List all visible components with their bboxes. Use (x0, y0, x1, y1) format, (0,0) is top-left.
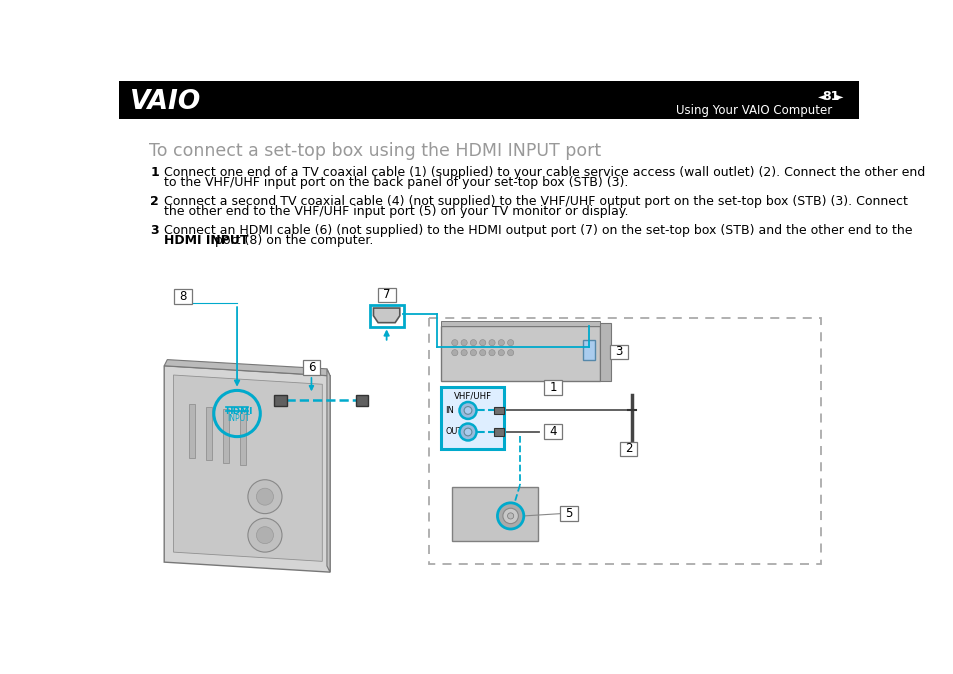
FancyBboxPatch shape (544, 380, 561, 395)
Text: ◄: ◄ (817, 91, 824, 101)
Polygon shape (373, 308, 399, 323)
Circle shape (488, 350, 495, 356)
Circle shape (502, 508, 517, 524)
FancyBboxPatch shape (452, 487, 537, 541)
FancyBboxPatch shape (559, 506, 578, 521)
Text: Connect a second TV coaxial cable (4) (not supplied) to the VHF/UHF output port : Connect a second TV coaxial cable (4) (n… (164, 195, 907, 208)
FancyBboxPatch shape (274, 395, 286, 406)
Circle shape (459, 423, 476, 441)
Circle shape (497, 350, 504, 356)
Text: HDMI: HDMI (225, 406, 253, 416)
Text: 1: 1 (150, 166, 159, 179)
Text: IN: IN (445, 406, 454, 415)
Circle shape (256, 526, 274, 544)
FancyBboxPatch shape (544, 424, 561, 439)
Text: 2: 2 (150, 195, 159, 208)
Circle shape (507, 513, 513, 519)
Circle shape (507, 340, 513, 346)
Circle shape (479, 340, 485, 346)
Text: Using Your VAIO Computer: Using Your VAIO Computer (676, 104, 831, 117)
Text: Connect an HDMI cable (6) (not supplied) to the HDMI output port (7) on the set-: Connect an HDMI cable (6) (not supplied)… (164, 224, 912, 237)
Circle shape (464, 406, 472, 415)
Text: 1: 1 (549, 381, 557, 394)
FancyBboxPatch shape (173, 289, 192, 304)
Text: INPUT: INPUT (227, 415, 250, 423)
FancyBboxPatch shape (610, 344, 627, 359)
Bar (119, 81, 858, 119)
Polygon shape (240, 411, 246, 465)
FancyBboxPatch shape (440, 388, 504, 449)
Polygon shape (189, 404, 195, 458)
Circle shape (507, 350, 513, 356)
Text: To connect a set-top box using the HDMI INPUT port: To connect a set-top box using the HDMI … (149, 142, 600, 160)
Circle shape (479, 350, 485, 356)
Circle shape (497, 340, 504, 346)
Text: 3: 3 (150, 224, 159, 237)
Circle shape (460, 350, 467, 356)
Polygon shape (327, 369, 330, 572)
Circle shape (464, 428, 472, 436)
Polygon shape (206, 406, 212, 460)
Text: 4: 4 (549, 425, 557, 437)
FancyBboxPatch shape (493, 406, 504, 415)
Polygon shape (223, 409, 229, 463)
Text: port (8) on the computer.: port (8) on the computer. (211, 235, 373, 247)
Text: to the VHF/UHF input port on the back panel of your set-top box (STB) (3).: to the VHF/UHF input port on the back pa… (164, 176, 628, 189)
Polygon shape (173, 375, 322, 561)
FancyBboxPatch shape (582, 340, 595, 360)
Text: HDMI INPUT: HDMI INPUT (164, 235, 249, 247)
Polygon shape (440, 321, 599, 326)
Circle shape (452, 340, 457, 346)
Text: 6: 6 (308, 361, 314, 374)
Text: 2: 2 (624, 442, 632, 456)
Polygon shape (164, 366, 330, 572)
Text: Connect one end of a TV coaxial cable (1) (supplied) to your cable service acces: Connect one end of a TV coaxial cable (1… (164, 166, 924, 179)
FancyBboxPatch shape (302, 360, 320, 375)
Text: 5: 5 (564, 507, 572, 520)
Polygon shape (164, 360, 330, 376)
FancyBboxPatch shape (618, 441, 637, 456)
FancyBboxPatch shape (599, 324, 610, 381)
Text: VHF/UHF: VHF/UHF (453, 392, 491, 400)
Circle shape (248, 480, 282, 514)
Text: VAIO: VAIO (130, 90, 201, 115)
Circle shape (497, 503, 523, 529)
Text: ►: ► (836, 91, 842, 101)
Circle shape (470, 340, 476, 346)
Circle shape (452, 350, 457, 356)
FancyBboxPatch shape (493, 428, 504, 436)
Circle shape (459, 402, 476, 419)
Text: 8: 8 (179, 290, 186, 303)
Text: OUT: OUT (445, 427, 462, 437)
Circle shape (460, 340, 467, 346)
Text: the other end to the VHF/UHF input port (5) on your TV monitor or display.: the other end to the VHF/UHF input port … (164, 206, 628, 218)
Text: 7: 7 (382, 288, 390, 301)
Circle shape (248, 518, 282, 552)
Text: 3: 3 (615, 345, 622, 359)
Text: 81: 81 (821, 90, 839, 102)
FancyBboxPatch shape (355, 395, 368, 406)
Circle shape (256, 488, 274, 505)
Circle shape (470, 350, 476, 356)
FancyBboxPatch shape (440, 326, 599, 381)
Circle shape (488, 340, 495, 346)
FancyBboxPatch shape (377, 288, 395, 302)
